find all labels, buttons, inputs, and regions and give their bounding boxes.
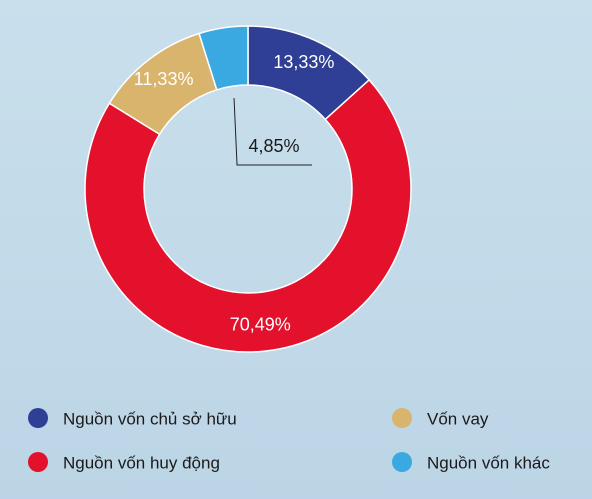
legend-marker	[28, 452, 48, 472]
legend-label: Nguồn vốn huy động	[63, 453, 220, 472]
legend-label: Vốn vay	[427, 409, 489, 428]
leader-line	[233, 98, 313, 166]
legend-marker	[392, 408, 412, 428]
donut-slice	[198, 25, 249, 91]
data-label: 13,33%	[273, 52, 334, 72]
legend-marker	[28, 408, 48, 428]
legend-label: Nguồn vốn khác	[427, 453, 550, 472]
data-label: 4,85%	[249, 136, 300, 156]
legend-label: Nguồn vốn chủ sở hữu	[63, 409, 237, 428]
data-label: 70,49%	[230, 315, 291, 335]
legend-marker	[392, 452, 412, 472]
donut-slice	[84, 78, 412, 353]
data-label: 11,33%	[134, 69, 194, 89]
